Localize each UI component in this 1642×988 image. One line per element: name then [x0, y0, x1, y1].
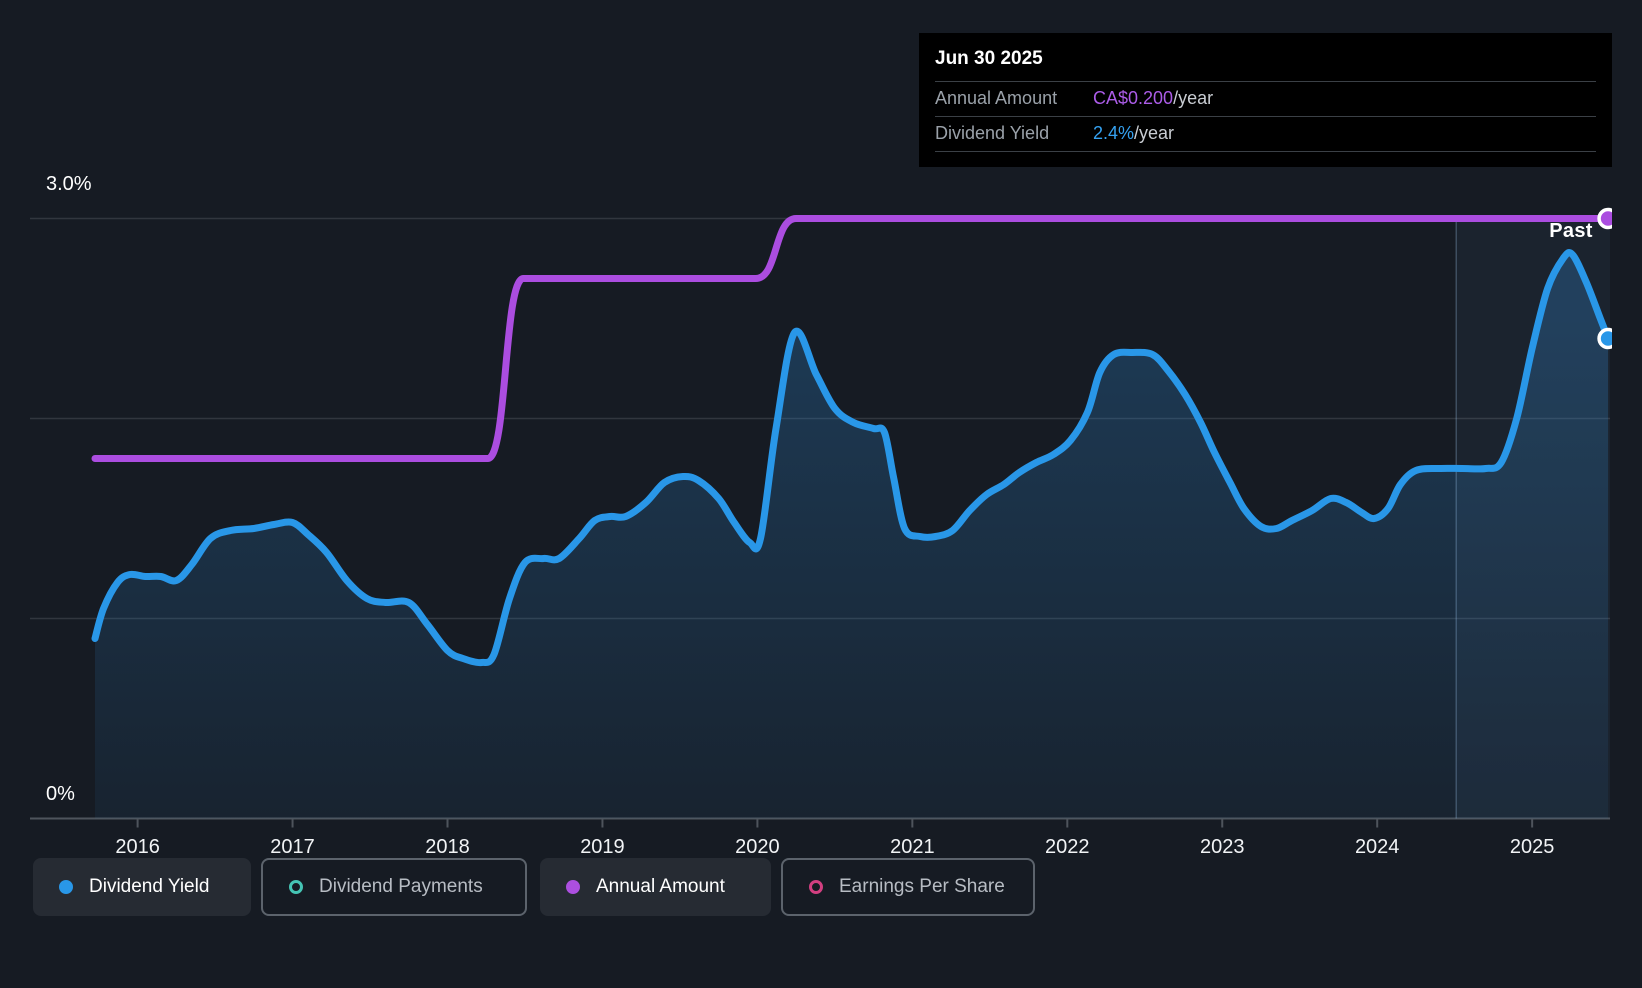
annual-amount-end-dot	[1597, 207, 1612, 230]
dividend-yield-dot-icon	[59, 880, 73, 894]
x-tick-label-2020: 2020	[735, 836, 780, 858]
dividend-yield-line	[91, 249, 1612, 667]
x-tick-label-2023: 2023	[1200, 836, 1245, 858]
past-label: Past	[1549, 220, 1593, 242]
x-tick-label-2019: 2019	[580, 836, 625, 858]
tooltip-label: Annual Amount	[935, 88, 1058, 108]
dividend-payments-ring-icon	[289, 880, 303, 894]
tooltip-value-annual-amount: CA$0.200/year	[1093, 88, 1214, 108]
legend-button-earnings-per-share[interactable]: Earnings Per Share	[781, 858, 1035, 916]
x-tick-label-2025: 2025	[1510, 836, 1555, 858]
legend-button-annual-amount[interactable]: Annual Amount	[540, 858, 771, 916]
y-axis-label-3pct: 3.0%	[46, 173, 92, 195]
tooltip-separator	[935, 151, 1596, 152]
legend-button-dividend-yield[interactable]: Dividend Yield	[33, 858, 251, 916]
past-region-band	[1456, 218, 1610, 819]
x-tick-label-2017: 2017	[270, 836, 315, 858]
legend-label: Dividend Payments	[319, 876, 483, 897]
dividend-yield-end-dot	[1597, 327, 1612, 350]
legend-label: Dividend Yield	[89, 876, 210, 897]
dividend-yield-area	[95, 252, 1609, 819]
x-tick-label-2016: 2016	[115, 836, 160, 858]
tooltip-label: Dividend Yield	[935, 123, 1050, 143]
annual-amount-dot-icon	[566, 880, 580, 894]
tooltip-date: Jun 30 2025	[935, 48, 1043, 69]
x-tick-label-2018: 2018	[425, 836, 470, 858]
tooltip-row-annual-amount: Annual Amount CA$0.200/year	[935, 81, 1596, 116]
chart-tooltip: Jun 30 2025 Annual Amount CA$0.200/year …	[919, 33, 1612, 167]
x-tick-label-2021: 2021	[890, 836, 935, 858]
legend-button-dividend-payments[interactable]: Dividend Payments	[261, 858, 527, 916]
earnings-per-share-ring-icon	[809, 880, 823, 894]
tooltip-value-dividend-yield: 2.4%/year	[1093, 123, 1175, 143]
tooltip-row-dividend-yield: Dividend Yield 2.4%/year	[935, 116, 1596, 151]
x-tick-label-2022: 2022	[1045, 836, 1090, 858]
x-tick-label-2024: 2024	[1355, 836, 1400, 858]
annual-amount-line	[91, 215, 1612, 462]
legend-label: Earnings Per Share	[839, 876, 1005, 897]
legend-label: Annual Amount	[596, 876, 725, 897]
y-axis-label-0pct: 0%	[46, 783, 75, 805]
